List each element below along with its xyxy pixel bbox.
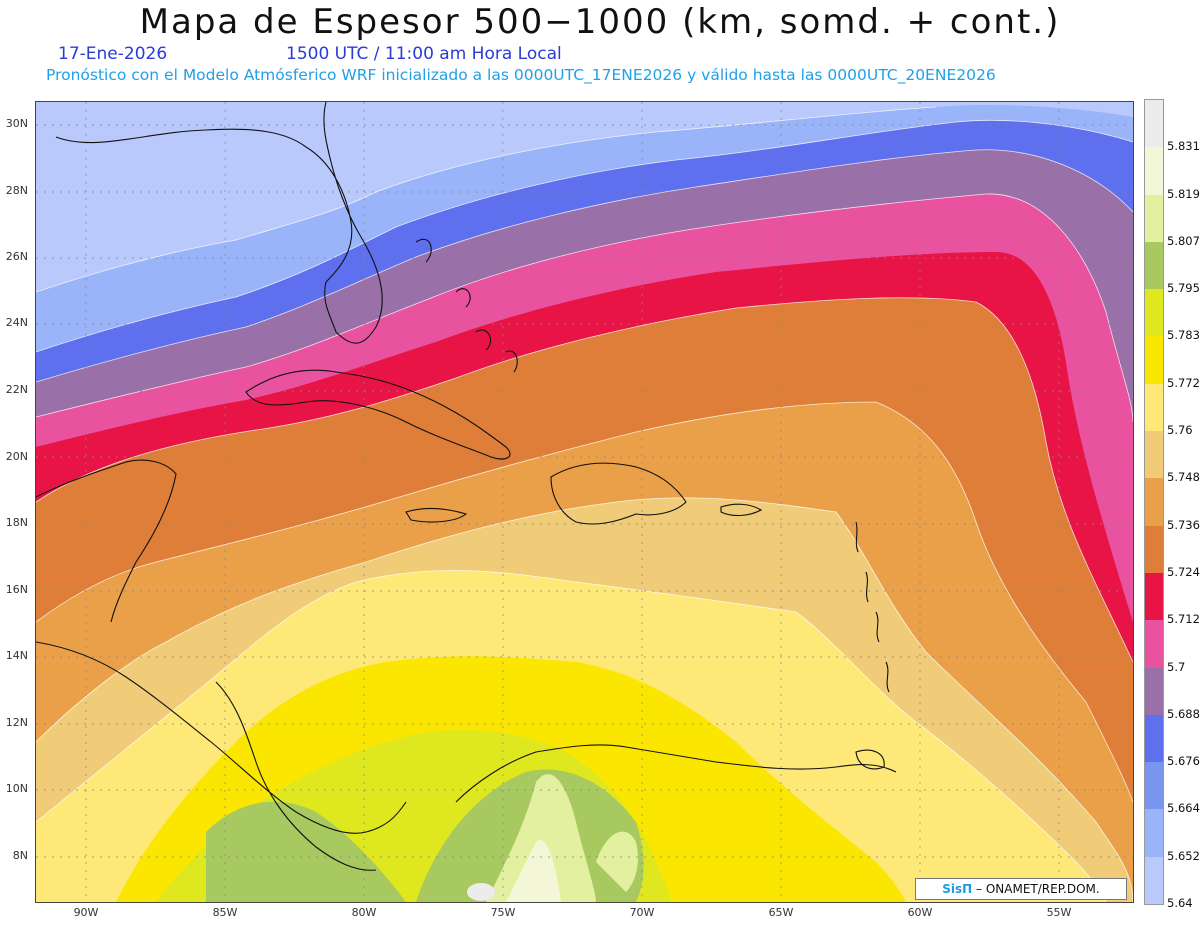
- lat-label-20n: 20N: [5, 450, 28, 463]
- lat-label-14n: 14N: [5, 649, 28, 662]
- colorbar-swatch: [1145, 809, 1163, 858]
- colorbar-level-label: 5.664: [1167, 801, 1200, 816]
- colorbar-swatch: [1145, 856, 1163, 905]
- lesser-antilles: [855, 521, 890, 693]
- credit-box: SisΠ – ONAMET/REP.DOM.: [915, 878, 1127, 900]
- colorbar-swatch: [1145, 478, 1163, 527]
- colorbar-level-label: 5.831: [1167, 139, 1200, 154]
- colorbar-level-label: 5.748: [1167, 470, 1200, 485]
- band-5807: [506, 840, 561, 902]
- colorbar-swatch: [1145, 241, 1163, 290]
- lon-label-60w: 60W: [907, 906, 933, 919]
- colorbar-swatch: [1145, 762, 1163, 810]
- lat-label-26n: 26N: [5, 250, 28, 263]
- colorbar-swatch: [1145, 100, 1163, 148]
- lon-label-55w: 55W: [1046, 906, 1072, 919]
- colorbar-level-label: 5.736: [1167, 517, 1200, 532]
- colorbar-swatch: [1145, 194, 1163, 243]
- central-america-coast: [36, 641, 407, 834]
- band-5819: [467, 883, 495, 901]
- credit-brand: SisΠ: [942, 882, 973, 896]
- lon-label-80w: 80W: [351, 906, 377, 919]
- lat-label-30n: 30N: [5, 117, 28, 130]
- lat-label-22n: 22N: [5, 383, 28, 396]
- colorbar-swatch: [1145, 525, 1163, 574]
- lat-label-10n: 10N: [5, 782, 28, 795]
- forecast-time: 1500 UTC / 11:00 am Hora Local: [286, 44, 562, 64]
- central-america-pacific: [215, 681, 377, 871]
- colorbar-swatch: [1145, 383, 1163, 432]
- lon-label-65w: 65W: [768, 906, 794, 919]
- credit-org: – ONAMET/REP.DOM.: [972, 882, 1100, 896]
- cuba-coast: [245, 369, 511, 460]
- colorbar-swatch: [1145, 714, 1163, 763]
- colorbar: [1144, 99, 1164, 905]
- thickness-map: SisΠ – ONAMET/REP.DOM.: [35, 101, 1134, 903]
- colorbar-swatch: [1145, 147, 1163, 196]
- bahamas: [415, 238, 518, 373]
- colorbar-level-label: 5.7: [1167, 659, 1186, 674]
- florida-coast: [55, 102, 383, 344]
- map-title: Mapa de Espesor 500−1000 (km, somd. + co…: [139, 2, 1061, 42]
- colorbar-swatch: [1145, 336, 1163, 385]
- colorbar-level-label: 5.783: [1167, 328, 1200, 343]
- lat-label-24n: 24N: [5, 316, 28, 329]
- colorbar-level-label: 5.724: [1167, 564, 1200, 579]
- model-info: Pronóstico con el Modelo Atmósferico WRF…: [46, 66, 996, 84]
- colorbar-swatch: [1145, 667, 1163, 716]
- lat-label-8n: 8N: [12, 849, 28, 862]
- colorbar-level-label: 5.76: [1167, 423, 1193, 438]
- puerto-rico-coast: [720, 503, 763, 517]
- colorbar-level-label: 5.652: [1167, 848, 1200, 863]
- colorbar-swatch: [1145, 572, 1163, 621]
- lon-label-75w: 75W: [490, 906, 516, 919]
- thickness-field: [36, 102, 1133, 902]
- forecast-date: 17-Ene-2026: [58, 44, 168, 64]
- lon-label-90w: 90W: [73, 906, 99, 919]
- graticule: [36, 102, 1133, 902]
- colorbar-level-label: 5.712: [1167, 612, 1200, 627]
- hispaniola-coast: [550, 462, 687, 525]
- contour-lines: [36, 106, 1133, 902]
- lat-label-16n: 16N: [5, 583, 28, 596]
- colorbar-level-label: 5.676: [1167, 754, 1200, 769]
- colorbar-level-label: 5.819: [1167, 186, 1200, 201]
- yucatan-coast: [36, 459, 177, 623]
- colorbar-swatch: [1145, 289, 1163, 337]
- lon-label-85w: 85W: [212, 906, 238, 919]
- colorbar-swatch: [1145, 620, 1163, 669]
- colorbar-level-label: 5.64: [1167, 896, 1193, 910]
- colorbar-swatch: [1145, 431, 1163, 479]
- jamaica-coast: [405, 507, 468, 523]
- lon-label-70w: 70W: [629, 906, 655, 919]
- colorbar-level-label: 5.795: [1167, 281, 1200, 296]
- lat-label-28n: 28N: [5, 184, 28, 197]
- coastlines: [36, 102, 897, 871]
- colorbar-level-label: 5.807: [1167, 233, 1200, 248]
- colorbar-level-label: 5.772: [1167, 375, 1200, 390]
- lat-label-18n: 18N: [5, 516, 28, 529]
- colorbar-level-label: 5.688: [1167, 706, 1200, 721]
- lat-label-12n: 12N: [5, 716, 28, 729]
- trinidad: [855, 749, 885, 770]
- south-america-coast: [455, 744, 897, 803]
